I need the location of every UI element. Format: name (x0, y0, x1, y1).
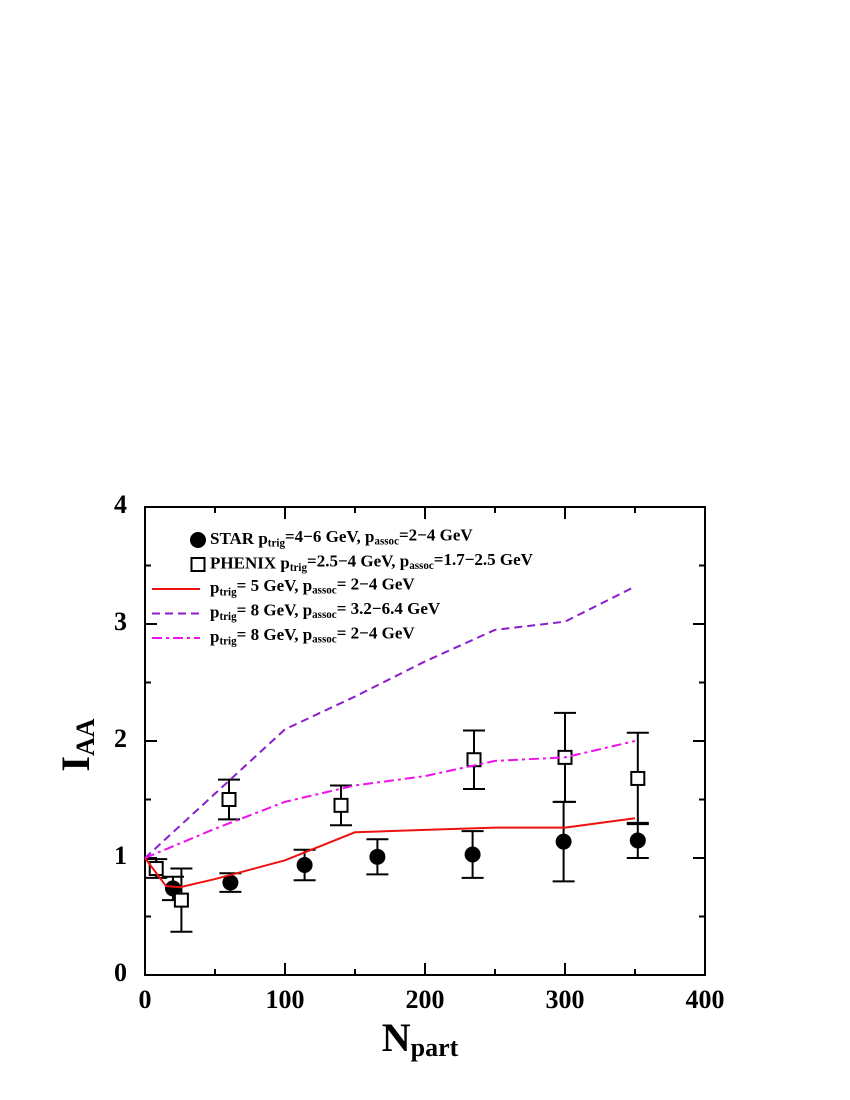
model-line (144, 740, 636, 859)
y-tick-label: 3 (114, 607, 127, 636)
data-point (296, 857, 313, 874)
model-line (144, 817, 636, 889)
x-tick-label: 0 (139, 985, 152, 1014)
data-point (464, 846, 481, 863)
legend-label: PHENIX ptrig=2.5−4 GeV, passoc=1.7−2.5 G… (210, 550, 534, 574)
y-axis-label: IAA (53, 718, 100, 771)
data-point (369, 848, 386, 865)
legend-label: ptrig= 5 GeV, passoc= 2−4 GeV (210, 574, 415, 598)
y-tick-label: 1 (114, 841, 127, 870)
y-tick-label: 2 (114, 724, 127, 753)
data-point (333, 797, 349, 813)
data-point (629, 832, 646, 849)
data-point (190, 532, 206, 548)
x-tick-label: 200 (406, 985, 445, 1014)
data-point (466, 752, 482, 768)
legend-label: STAR ptrig=4−6 GeV, passoc=2−4 GeV (210, 525, 473, 549)
x-tick-label: 400 (686, 985, 725, 1014)
data-point (165, 880, 181, 897)
data-point (630, 770, 646, 786)
data-point (148, 861, 164, 877)
y-tick-label: 0 (114, 958, 127, 987)
legend-label: ptrig= 8 GeV, passoc= 3.2−6.4 GeV (210, 599, 441, 623)
y-tick-label: 4 (114, 490, 127, 519)
model-line (144, 585, 636, 859)
data-point (221, 792, 237, 807)
legend-label: ptrig= 8 GeV, passoc= 2−4 GeV (210, 623, 415, 647)
x-tick-label: 300 (546, 985, 585, 1014)
data-point (173, 892, 189, 908)
x-axis-label: Npart (382, 1015, 459, 1062)
data-point (222, 874, 239, 891)
data-point (190, 557, 206, 572)
legend-marker (144, 506, 706, 976)
x-tick-label: 100 (266, 985, 305, 1014)
data-point (555, 833, 572, 850)
